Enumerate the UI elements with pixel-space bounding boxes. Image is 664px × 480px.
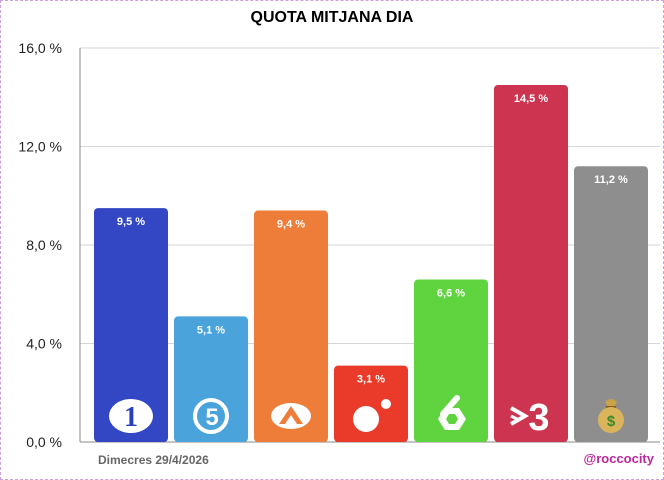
svg-text:3: 3 [528,397,549,439]
svg-text:$: $ [607,413,616,430]
author-handle: @roccocity [583,451,654,466]
bar [334,365,408,442]
bar [414,279,488,442]
data-label: 9,5 % [117,216,145,228]
chart-title: QUOTA MITJANA DIA [250,9,414,26]
data-label: 11,2 % [594,174,628,186]
bar [494,84,568,442]
date-caption: Dimecres 29/4/2026 [98,453,209,467]
svg-text:1: 1 [124,402,138,433]
y-tick-label: 0,0 % [26,434,62,450]
data-label: 3,1 % [357,374,385,386]
data-label: 5,1 % [197,324,225,336]
y-tick-label: 12,0 % [18,139,62,155]
svg-text:5: 5 [205,404,218,431]
money-bag-icon: $ [598,399,624,433]
lasexta-logo-icon [438,395,466,430]
bar [174,316,248,442]
y-tick-label: 16,0 % [18,40,62,56]
bar [574,166,648,442]
data-label: 9,4 % [277,219,305,231]
telecinco-logo-icon: 5 [193,398,229,434]
y-tick-label: 4,0 % [26,336,62,352]
antena3-logo-icon [271,403,311,429]
cuatro-logo-icon [353,399,391,432]
data-label: 6,6 % [437,287,465,299]
data-label: 14,5 % [514,93,548,105]
y-tick-label: 8,0 % [26,237,62,253]
tv3-logo-icon: 3 [510,397,550,439]
la1-logo-icon: 1 [109,399,153,433]
bar [94,208,168,442]
bar [254,210,328,442]
